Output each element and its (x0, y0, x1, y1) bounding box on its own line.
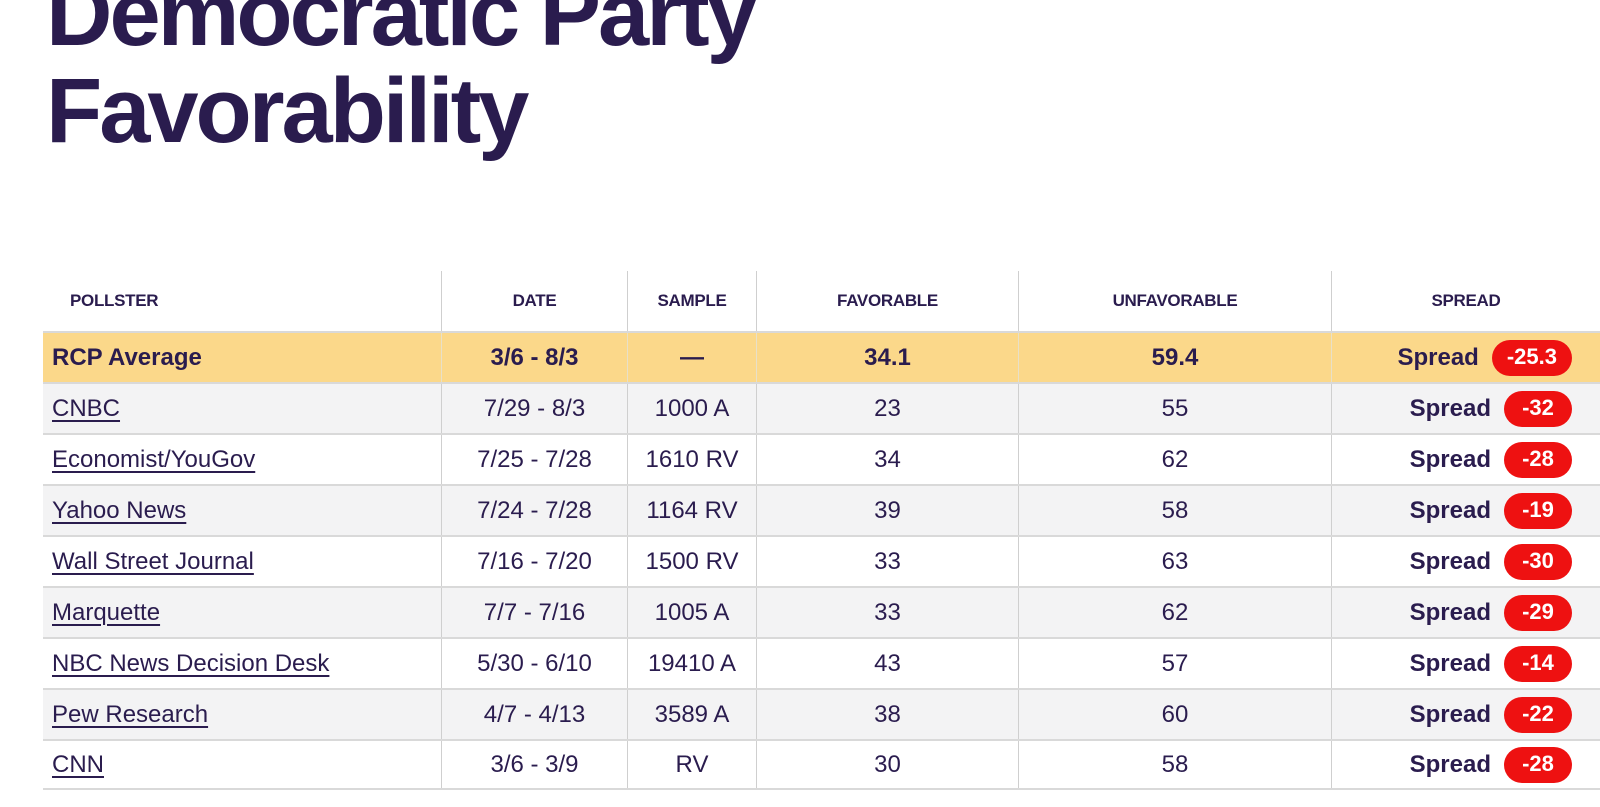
date-cell: 5/30 - 6/10 (442, 639, 628, 688)
spread-badge: -32 (1504, 390, 1572, 427)
sample-cell: 1000 A (628, 384, 757, 433)
table-row: NBC News Decision Desk 5/30 - 6/10 19410… (43, 637, 1600, 688)
col-header-spread: SPREAD (1431, 291, 1501, 310)
spread-cell: Spread -32 (1332, 384, 1600, 433)
spread-badge: -30 (1504, 543, 1572, 580)
spread-cell: Spread -30 (1332, 537, 1600, 586)
col-header-pollster: POLLSTER (43, 271, 442, 331)
col-header-unfavorable: UNFAVORABLE (1019, 271, 1332, 331)
sample-cell: 1500 RV (628, 537, 757, 586)
table-header-row: POLLSTER DATE SAMPLE FAVORABLE UNFAVORAB… (43, 271, 1600, 331)
favorable-cell: 33 (757, 588, 1019, 637)
col-header-date: DATE (442, 271, 628, 331)
favorable-cell: 34 (757, 435, 1019, 484)
favorable-cell: 38 (757, 690, 1019, 739)
pollster-link[interactable]: Pew Research (52, 700, 209, 728)
spread-badge: -19 (1504, 492, 1572, 529)
spread-badge: -28 (1504, 746, 1572, 783)
spread-label: Spread (1409, 496, 1491, 524)
spread-cell: Spread -29 (1332, 588, 1600, 637)
unfavorable-cell: 63 (1019, 537, 1332, 586)
spread-label: Spread (1409, 700, 1491, 728)
spread-cell: Spread -28 (1332, 741, 1600, 788)
pollster-cell: RCP Average (43, 333, 442, 382)
table-row: Yahoo News 7/24 - 7/28 1164 RV 39 58 Spr… (43, 484, 1600, 535)
spread-badge: -25.3 (1491, 339, 1572, 376)
date-cell: 7/24 - 7/28 (442, 486, 628, 535)
favorable-cell: 34.1 (757, 333, 1019, 382)
sample-cell: 1164 RV (628, 486, 757, 535)
spread-cell: Spread -19 (1332, 486, 1600, 535)
page-title: Democratic Party Favorability (46, 0, 758, 162)
table-row: Economist/YouGov 7/25 - 7/28 1610 RV 34 … (43, 433, 1600, 484)
table-row: Wall Street Journal 7/16 - 7/20 1500 RV … (43, 535, 1600, 586)
sample-cell: — (628, 333, 757, 382)
unfavorable-cell: 55 (1019, 384, 1332, 433)
date-cell: 7/7 - 7/16 (442, 588, 628, 637)
spread-badge: -28 (1504, 441, 1572, 478)
sample-cell: 3589 A (628, 690, 757, 739)
spread-label: Spread (1409, 547, 1491, 575)
sample-cell: 1005 A (628, 588, 757, 637)
pollster-link[interactable]: Marquette (52, 598, 161, 626)
date-cell: 3/6 - 3/9 (442, 741, 628, 788)
unfavorable-cell: 59.4 (1019, 333, 1332, 382)
spread-label: Spread (1409, 445, 1491, 473)
spread-label: Spread (1397, 343, 1479, 371)
unfavorable-cell: 62 (1019, 588, 1332, 637)
favorable-cell: 33 (757, 537, 1019, 586)
table-row: CNBC 7/29 - 8/3 1000 A 23 55 Spread -32 (43, 382, 1600, 433)
pollster-link[interactable]: Yahoo News (52, 496, 187, 524)
table-row: Pew Research 4/7 - 4/13 3589 A 38 60 Spr… (43, 688, 1600, 739)
polls-table: POLLSTER DATE SAMPLE FAVORABLE UNFAVORAB… (43, 271, 1600, 790)
spread-badge: -14 (1504, 645, 1572, 682)
spread-label: Spread (1409, 649, 1491, 677)
date-cell: 4/7 - 4/13 (442, 690, 628, 739)
date-cell: 7/29 - 8/3 (442, 384, 628, 433)
spread-badge: -22 (1504, 696, 1572, 733)
sample-cell: RV (628, 741, 757, 788)
favorable-cell: 43 (757, 639, 1019, 688)
favorable-cell: 30 (757, 741, 1019, 788)
col-header-favorable: FAVORABLE (757, 271, 1019, 331)
table-row-rcp-average: RCP Average 3/6 - 8/3 — 34.1 59.4 Spread… (43, 331, 1600, 382)
unfavorable-cell: 62 (1019, 435, 1332, 484)
spread-label: Spread (1409, 598, 1491, 626)
spread-cell: Spread -14 (1332, 639, 1600, 688)
spread-badge: -29 (1504, 594, 1572, 631)
table-row: CNN 3/6 - 3/9 RV 30 58 Spread -28 (43, 739, 1600, 790)
date-cell: 7/25 - 7/28 (442, 435, 628, 484)
pollster-link[interactable]: CNN (52, 750, 104, 778)
pollster-link[interactable]: NBC News Decision Desk (52, 649, 330, 677)
unfavorable-cell: 58 (1019, 486, 1332, 535)
date-cell: 3/6 - 8/3 (442, 333, 628, 382)
col-header-sample: SAMPLE (628, 271, 757, 331)
date-cell: 7/16 - 7/20 (442, 537, 628, 586)
spread-label: Spread (1409, 394, 1491, 422)
sample-cell: 19410 A (628, 639, 757, 688)
unfavorable-cell: 58 (1019, 741, 1332, 788)
spread-cell: Spread -25.3 (1332, 333, 1600, 382)
sample-cell: 1610 RV (628, 435, 757, 484)
pollster-link[interactable]: Wall Street Journal (52, 547, 254, 575)
unfavorable-cell: 60 (1019, 690, 1332, 739)
unfavorable-cell: 57 (1019, 639, 1332, 688)
pollster-link[interactable]: Economist/YouGov (52, 445, 256, 473)
pollster-link[interactable]: CNBC (52, 394, 121, 422)
spread-label: Spread (1409, 750, 1491, 778)
favorable-cell: 23 (757, 384, 1019, 433)
spread-cell: Spread -22 (1332, 690, 1600, 739)
table-row: Marquette 7/7 - 7/16 1005 A 33 62 Spread… (43, 586, 1600, 637)
favorable-cell: 39 (757, 486, 1019, 535)
spread-cell: Spread -28 (1332, 435, 1600, 484)
